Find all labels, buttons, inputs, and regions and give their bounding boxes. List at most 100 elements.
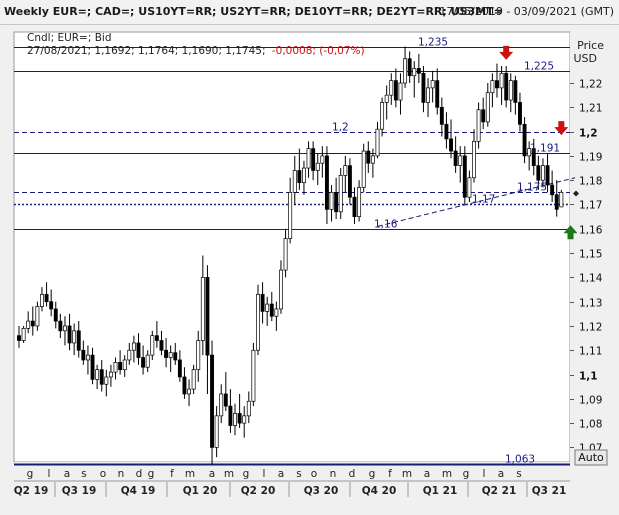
candle-body — [63, 325, 67, 332]
candle-body — [403, 58, 408, 84]
candle-body — [164, 349, 169, 358]
candle-body — [554, 194, 559, 210]
up-arrow-icon — [563, 225, 578, 240]
x-quarter-label: Q2 20 — [241, 485, 276, 497]
x-quarter-label: Q3 21 — [532, 485, 567, 497]
candle-body — [352, 196, 357, 217]
auto-scale-button[interactable] — [574, 449, 608, 466]
candle-body — [357, 187, 362, 217]
y-tick-label: 1,2 — [579, 128, 598, 140]
candle-body — [210, 354, 214, 448]
candle-body — [531, 148, 536, 166]
candle-body — [481, 109, 486, 123]
candle-body — [324, 155, 329, 210]
candle-body — [242, 415, 247, 424]
x-month-label: s — [296, 468, 301, 480]
candle-body — [380, 102, 385, 130]
candle-body — [490, 80, 495, 94]
level-label: 1,225 — [524, 61, 554, 73]
candle-body — [108, 371, 113, 378]
x-month-label: g — [369, 468, 376, 480]
candle-body — [302, 167, 306, 183]
candle-body — [435, 80, 440, 108]
candle-body — [540, 165, 545, 181]
candle-body — [416, 68, 421, 74]
x-quarter-label: Q2 19 — [14, 485, 49, 497]
candle-body — [154, 335, 159, 341]
legend-change: -0,0008; (-0,07%) — [272, 45, 365, 57]
candle-body — [389, 80, 394, 96]
candle-body — [347, 165, 352, 198]
current-price-marker — [573, 190, 579, 197]
candle-body — [81, 349, 86, 361]
y-tick-label: 1,11 — [579, 346, 602, 358]
x-month-label: n — [330, 468, 337, 480]
candle-body — [44, 294, 49, 303]
x-axis-area[interactable] — [14, 462, 570, 497]
candle-body — [196, 340, 201, 371]
date-range: 17/05/2019 - 03/09/2021 (GMT) — [439, 5, 614, 18]
y-tick-label: 1,22 — [579, 79, 602, 91]
candle-body — [30, 320, 35, 327]
x-month-label: m — [442, 468, 452, 480]
x-month-label: l — [48, 468, 51, 480]
candle-body — [338, 174, 343, 213]
candle-body — [35, 306, 40, 327]
candle-body — [17, 335, 21, 341]
x-quarter-label: Q4 20 — [362, 485, 397, 497]
candle-body — [472, 140, 476, 179]
legend-line-1: Cndl; EUR=; Bid — [27, 32, 112, 44]
candle-body — [522, 123, 527, 157]
candle-body — [311, 148, 316, 171]
candle-body — [370, 155, 375, 164]
candle-body — [288, 191, 293, 239]
candle-body — [49, 301, 54, 310]
y-tick-label: 1,13 — [579, 298, 602, 310]
candle-body — [476, 109, 481, 142]
level-label: 1,175 — [517, 182, 547, 194]
legend-line-2: 27/08/2021; 1,1692; 1,1764; 1,1690; 1,17… — [27, 45, 365, 57]
candle-body — [292, 170, 297, 193]
x-month-label: a — [209, 468, 215, 480]
candle-body — [168, 352, 173, 358]
y-tick-label: 1,21 — [579, 103, 602, 115]
candle-body — [177, 359, 182, 378]
y-tick-label: 1,16 — [579, 225, 603, 237]
candle-body — [329, 191, 334, 210]
candle-body — [269, 303, 274, 317]
candle-body — [274, 308, 279, 317]
candle-body — [499, 72, 504, 89]
candle-body — [223, 393, 228, 407]
candle-body — [72, 330, 77, 344]
chart-title: Weekly EUR=; CAD=; US10YT=RR; US2YT=RR; … — [4, 5, 503, 18]
trendline — [377, 177, 576, 227]
x-month-label: a — [278, 468, 284, 480]
x-month-label: n — [118, 468, 125, 480]
x-quarter-label: Q4 19 — [121, 485, 156, 497]
candle-body — [366, 150, 371, 164]
candle-body — [265, 303, 270, 312]
x-month-label: l — [263, 468, 266, 480]
x-month-label: m — [185, 468, 195, 480]
candle-body — [233, 413, 237, 426]
candle-body — [205, 277, 210, 356]
candle-body — [58, 320, 63, 332]
candle-body — [131, 342, 136, 351]
candle-body — [141, 357, 146, 368]
x-month-label: f — [170, 468, 174, 480]
y-tick-label: 1,15 — [579, 249, 602, 261]
x-quarter-label: Q3 20 — [304, 485, 339, 497]
y-axis-area[interactable] — [570, 32, 617, 462]
level-labels: 1,235 1,225 1,2 1,191 1,175 1,17 1,16 1,063 — [332, 37, 560, 466]
candle-body — [536, 165, 541, 181]
candle-body — [182, 376, 187, 395]
y-axis-unit: USD — [573, 52, 597, 65]
level-label: 1,16 — [374, 219, 398, 231]
candle-body — [21, 328, 26, 341]
level-label: 1,17 — [472, 194, 495, 206]
candle-body — [191, 369, 196, 390]
candle-body — [219, 393, 224, 417]
candle-body — [375, 128, 380, 157]
candle-body — [297, 170, 302, 183]
